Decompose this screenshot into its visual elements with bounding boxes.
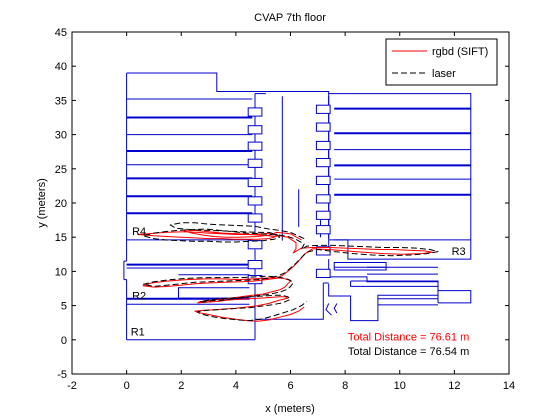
y-tick-label: 25 xyxy=(55,164,67,176)
floorplan-pillar xyxy=(315,122,331,132)
floorplan-pillar xyxy=(315,210,331,220)
floorplan-wall xyxy=(328,276,439,322)
legend-box xyxy=(385,38,498,86)
floorplan-pillar xyxy=(315,194,331,204)
room-label-r3: R3 xyxy=(452,246,466,258)
floorplan-wall xyxy=(350,280,439,287)
floorplan-pillar xyxy=(315,225,331,235)
y-tick-label: 5 xyxy=(61,301,67,313)
floorplan-pillar xyxy=(315,104,331,114)
legend-label-laser: laser xyxy=(432,68,456,80)
x-tick-label: 2 xyxy=(178,380,184,392)
floorplan-pillar xyxy=(247,125,263,135)
floorplan-wall xyxy=(255,283,324,320)
floorplan-pillar xyxy=(247,213,263,223)
distance-annotation-rgbd: Total Distance = 76.61 m xyxy=(348,332,469,344)
floorplan xyxy=(123,72,472,341)
y-tick-label: 10 xyxy=(55,266,67,278)
x-tick-label: 14 xyxy=(503,380,515,392)
floorplan-wall xyxy=(126,72,472,260)
room-label-r4: R4 xyxy=(132,226,146,238)
floorplan-pillar xyxy=(247,260,263,270)
floorplan-arc xyxy=(333,303,338,314)
y-tick-label: -5 xyxy=(57,369,67,381)
room-labels: R1 R2 R4 R3 xyxy=(131,226,466,339)
floorplan-pillar xyxy=(247,158,263,168)
floorplan-pillar xyxy=(315,175,331,186)
y-tick-label: 15 xyxy=(55,232,67,244)
y-axis: -5 0 5 10 15 20 25 30 35 40 45 xyxy=(55,27,509,381)
y-tick-label: 0 xyxy=(61,335,67,347)
floorplan-pillar xyxy=(247,196,263,206)
floorplan-pillar xyxy=(247,107,263,117)
x-tick-label: 8 xyxy=(342,380,348,392)
floorplan-pillar xyxy=(247,240,263,250)
y-tick-label: 20 xyxy=(55,198,67,210)
y-axis-label: y (meters) xyxy=(36,178,48,228)
distance-annotation-laser: Total Distance = 76.54 m xyxy=(348,346,469,358)
x-tick-label: 12 xyxy=(448,380,460,392)
series-line-laser xyxy=(142,222,439,322)
floorplan-pillar xyxy=(315,268,331,278)
floorplan-pillar xyxy=(315,158,331,168)
trajectories xyxy=(137,222,439,322)
room-label-r2: R2 xyxy=(132,290,146,302)
floorplan-wall xyxy=(437,290,472,304)
x-tick-label: 4 xyxy=(233,380,239,392)
series-line-rgbd xyxy=(137,229,433,322)
floorplan-pillar xyxy=(247,177,263,188)
chart-title: CVAP 7th floor xyxy=(254,12,326,24)
legend-label-rgbd: rgbd (SIFT) xyxy=(432,46,488,58)
y-tick-label: 30 xyxy=(55,130,67,142)
floorplan-wall xyxy=(178,287,250,299)
y-tick-label: 45 xyxy=(55,27,67,39)
floorplan-arc xyxy=(325,303,332,316)
y-tick-label: 40 xyxy=(55,61,67,73)
x-tick-label: -2 xyxy=(67,380,77,392)
x-axis-label: x (meters) xyxy=(265,403,315,415)
x-tick-label: 10 xyxy=(394,380,406,392)
floorplan-wall xyxy=(333,262,387,271)
x-tick-label: 6 xyxy=(287,380,293,392)
floorplan-pillar xyxy=(247,141,263,151)
floorplan-pillar xyxy=(315,140,331,151)
legend: rgbd (SIFT) laser xyxy=(385,38,498,86)
annotations: Total Distance = 76.61 m Total Distance =… xyxy=(348,332,469,358)
x-tick-label: 0 xyxy=(124,380,130,392)
x-axis: -2 0 2 4 6 8 10 12 14 xyxy=(67,32,515,392)
room-label-r1: R1 xyxy=(131,327,145,339)
y-tick-label: 35 xyxy=(55,95,67,107)
